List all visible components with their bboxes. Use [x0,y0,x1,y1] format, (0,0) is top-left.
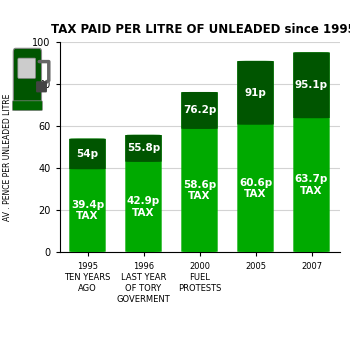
Text: 95.1p: 95.1p [295,80,328,90]
Text: 60.6p
TAX: 60.6p TAX [239,177,272,199]
FancyBboxPatch shape [18,58,36,78]
FancyBboxPatch shape [181,92,218,252]
Text: TAX PAID PER LITRE OF UNLEADED since 1995: TAX PAID PER LITRE OF UNLEADED since 199… [50,23,350,36]
Text: 76.2p: 76.2p [183,105,216,116]
Text: 55.8p: 55.8p [127,144,160,153]
Text: 58.6p
TAX: 58.6p TAX [183,180,216,201]
FancyBboxPatch shape [125,135,162,162]
FancyBboxPatch shape [237,61,274,125]
Text: 63.7p
TAX: 63.7p TAX [295,174,328,196]
FancyBboxPatch shape [125,135,162,252]
Text: 91p: 91p [245,88,266,98]
FancyBboxPatch shape [36,81,47,92]
FancyBboxPatch shape [181,92,218,129]
FancyBboxPatch shape [13,48,42,110]
Text: 54p: 54p [76,149,99,159]
Text: AV . PENCE PER UNLEADED LITRE: AV . PENCE PER UNLEADED LITRE [3,94,12,221]
FancyBboxPatch shape [293,52,330,118]
FancyBboxPatch shape [293,52,330,252]
FancyBboxPatch shape [69,139,106,169]
Text: 39.4p
TAX: 39.4p TAX [71,200,104,222]
FancyBboxPatch shape [69,139,106,252]
FancyBboxPatch shape [237,61,274,252]
FancyBboxPatch shape [12,101,42,111]
Text: 42.9p
TAX: 42.9p TAX [127,196,160,218]
